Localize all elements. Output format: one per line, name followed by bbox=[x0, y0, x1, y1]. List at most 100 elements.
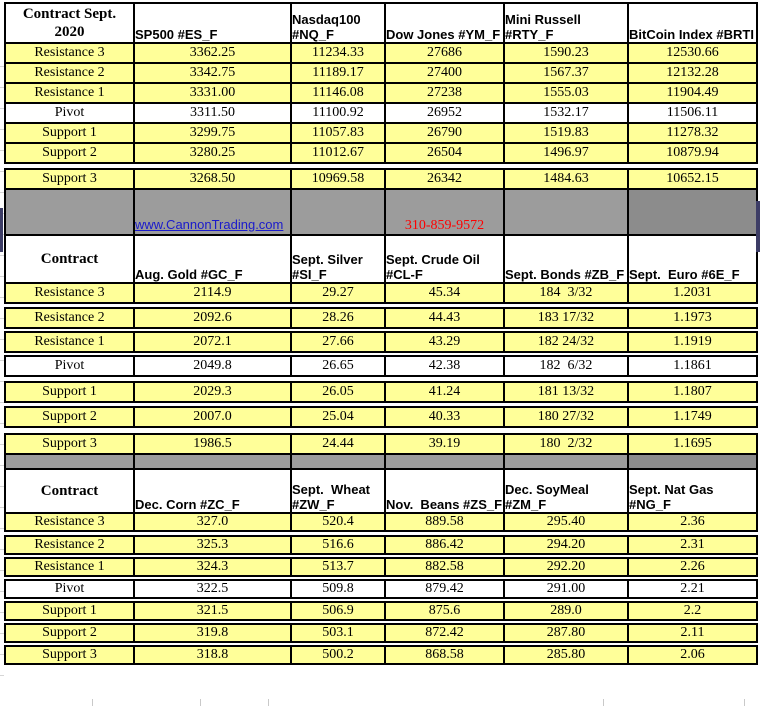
value-cell: 287.80 bbox=[503, 623, 629, 643]
value-cell: 1555.03 bbox=[503, 82, 629, 104]
value-cell: 509.8 bbox=[290, 579, 386, 599]
row-label: Support 1 bbox=[4, 122, 135, 144]
row-gap bbox=[5, 620, 757, 624]
value-cell: 182 24/32 bbox=[503, 331, 629, 353]
row-label: Resistance 2 bbox=[4, 307, 135, 329]
value-cell: 24.44 bbox=[290, 433, 386, 455]
corner-line: Contract bbox=[40, 483, 99, 499]
value-cell: 327.0 bbox=[133, 512, 292, 532]
separator-cell bbox=[290, 453, 386, 470]
row-label: Pivot bbox=[4, 102, 135, 124]
row-gap-cell bbox=[5, 642, 757, 646]
value-cell: 291.00 bbox=[503, 579, 629, 599]
separator-cell bbox=[133, 453, 292, 470]
value-cell: 289.0 bbox=[503, 601, 629, 621]
row-label: Support 2 bbox=[4, 142, 135, 164]
row-label: Resistance 3 bbox=[4, 282, 135, 304]
cannon-trading-link[interactable]: www.CannonTrading.com bbox=[135, 217, 284, 232]
value-cell: 3280.25 bbox=[133, 142, 292, 164]
value-cell: 45.34 bbox=[384, 282, 505, 304]
table-row: Support 1 2029.3 26.05 41.24 181 13/32 1.1807 bbox=[4, 381, 758, 403]
value-cell: 868.58 bbox=[384, 645, 505, 665]
value-cell: 1.1919 bbox=[627, 331, 758, 353]
value-cell: 1.1973 bbox=[627, 307, 758, 329]
gridline-stub bbox=[744, 699, 745, 706]
column-header: Dec. SoyMeal #ZM_F bbox=[503, 468, 629, 514]
value-cell: 1567.37 bbox=[503, 62, 629, 84]
column-header: Dec. Corn #ZC_F bbox=[133, 468, 292, 514]
column-header: Sept. Euro #6E_F bbox=[627, 234, 758, 284]
column-header: Sept. Wheat #ZW_F bbox=[290, 468, 386, 514]
value-cell: 1986.5 bbox=[133, 433, 292, 455]
row-gap bbox=[5, 376, 757, 382]
value-cell: 2049.8 bbox=[133, 355, 292, 377]
value-cell: 3342.75 bbox=[133, 62, 292, 84]
value-cell: 3331.00 bbox=[133, 82, 292, 104]
row-gap bbox=[5, 598, 757, 602]
value-cell: 42.38 bbox=[384, 355, 505, 377]
column-header: Sept. Crude Oil #CL-F bbox=[384, 234, 505, 284]
separator-cell: www.CannonTrading.com bbox=[133, 188, 292, 236]
row-gap-cell bbox=[5, 598, 757, 602]
table-row: Support 3 318.8 500.2 868.58 285.80 2.06 bbox=[4, 645, 758, 665]
separator-row bbox=[4, 453, 758, 470]
value-cell: 513.7 bbox=[290, 557, 386, 577]
table-row: Support 2 3280.25 11012.67 26504 1496.97 1087… bbox=[4, 142, 758, 164]
column-header: Aug. Gold #GC_F bbox=[133, 234, 292, 284]
table-row: Resistance 1 3331.00 11146.08 27238 1555.03 1… bbox=[4, 82, 758, 104]
value-cell: 11189.17 bbox=[290, 62, 386, 84]
value-cell: 324.3 bbox=[133, 557, 292, 577]
column-header: Sept. Silver #SI_F bbox=[290, 234, 386, 284]
row-label: Support 1 bbox=[4, 601, 135, 621]
value-cell: 1.1807 bbox=[627, 381, 758, 403]
row-gap-cell bbox=[5, 376, 757, 382]
row-label: Resistance 1 bbox=[4, 331, 135, 353]
table-row: Resistance 1 2072.1 27.66 43.29 182 24/32 1.1… bbox=[4, 331, 758, 353]
value-cell: 516.6 bbox=[290, 535, 386, 555]
value-cell: 27400 bbox=[384, 62, 505, 84]
value-cell: 1590.23 bbox=[503, 42, 629, 64]
value-cell: 2.31 bbox=[627, 535, 758, 555]
gridline-margin bbox=[0, 46, 4, 696]
separator-cell bbox=[627, 188, 758, 236]
value-cell: 10879.94 bbox=[627, 142, 758, 164]
row-gap-cell bbox=[5, 352, 757, 356]
column-header: BitCoin Index #BRTI bbox=[627, 2, 758, 44]
phone-number: 310-859-9572 bbox=[404, 218, 485, 233]
row-label: Support 2 bbox=[4, 623, 135, 643]
row-label: Support 3 bbox=[4, 645, 135, 665]
value-cell: 27686 bbox=[384, 42, 505, 64]
value-cell: 872.42 bbox=[384, 623, 505, 643]
row-gap bbox=[5, 642, 757, 646]
corner-line: Contract bbox=[40, 251, 99, 267]
separator-cell bbox=[627, 453, 758, 470]
gridline-stub bbox=[92, 699, 93, 706]
row-gap bbox=[5, 402, 757, 407]
table-row: Pivot 3311.50 11100.92 26952 1532.17 11506.11 bbox=[4, 102, 758, 124]
row-gap-cell bbox=[5, 620, 757, 624]
row-label: Support 2 bbox=[4, 406, 135, 428]
value-cell: 292.20 bbox=[503, 557, 629, 577]
value-cell: 1.1749 bbox=[627, 406, 758, 428]
value-cell: 319.8 bbox=[133, 623, 292, 643]
separator-cell bbox=[4, 453, 135, 470]
value-cell: 182 6/32 bbox=[503, 355, 629, 377]
value-cell: 322.5 bbox=[133, 579, 292, 599]
row-gap bbox=[5, 303, 757, 308]
corner-header: Contract bbox=[4, 234, 135, 284]
row-gap bbox=[5, 163, 757, 169]
value-cell: 11904.49 bbox=[627, 82, 758, 104]
table-row: Resistance 2 325.3 516.6 886.42 294.20 2.31 bbox=[4, 535, 758, 555]
value-cell: 285.80 bbox=[503, 645, 629, 665]
table-row: Support 1 321.5 506.9 875.6 289.0 2.2 bbox=[4, 601, 758, 621]
value-cell: 29.27 bbox=[290, 282, 386, 304]
header-row: Contract Aug. Gold #GC_F Sept. Silver #SI_… bbox=[4, 234, 758, 284]
value-cell: 11234.33 bbox=[290, 42, 386, 64]
corner-line: Contract Sept. bbox=[22, 6, 117, 22]
table-row: Pivot 2049.8 26.65 42.38 182 6/32 1.1861 bbox=[4, 355, 758, 377]
separator-cell: 310-859-9572 bbox=[384, 188, 505, 236]
table-row: Support 1 3299.75 11057.83 26790 1519.83 1127… bbox=[4, 122, 758, 144]
value-cell: 11146.08 bbox=[290, 82, 386, 104]
row-label: Resistance 1 bbox=[4, 557, 135, 577]
